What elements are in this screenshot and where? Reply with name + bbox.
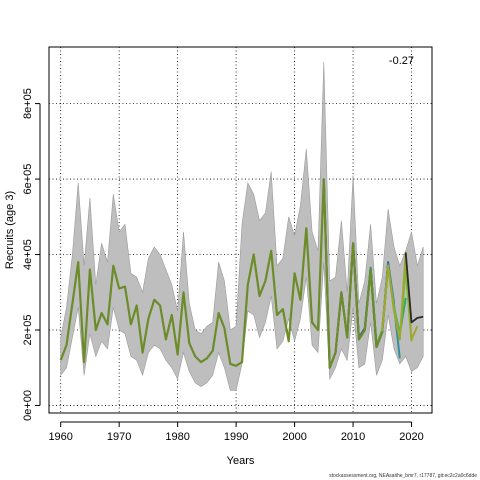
y-tick-label: 6e+05 (22, 164, 34, 195)
uncertainty-band (60, 62, 424, 391)
main-estimate-line (59, 178, 384, 369)
x-tick-label: 1970 (107, 431, 131, 443)
y-axis-title: Recruits (age 3) (4, 191, 16, 269)
y-tick-label: 4e+05 (22, 239, 34, 270)
retro-peel-line-6 (381, 251, 419, 341)
confidence-band (60, 62, 424, 391)
axes: 1960 1970 1980 1990 2000 2010 2020 0e+00 2e+05 4e… (22, 88, 424, 443)
series-lines (59, 178, 424, 369)
x-tick-label: 1980 (165, 431, 189, 443)
recent-estimate-line (404, 252, 424, 324)
y-tick-label: 2e+05 (22, 315, 34, 346)
y-tick-label: 8e+05 (22, 88, 34, 119)
x-tick-label: 2000 (282, 431, 306, 443)
x-tick-label: 1990 (224, 431, 248, 443)
x-tick-label: 2020 (399, 431, 423, 443)
y-tick-label: 0e+00 (22, 390, 34, 421)
x-tick-label: 1960 (48, 431, 72, 443)
correlation-annotation: -0.27 (389, 55, 414, 67)
x-tick-label: 2010 (341, 431, 365, 443)
x-axis-title: Years (227, 455, 255, 467)
source-footnote: stockassessment.org, NEAsaithe_bmr7, r17… (329, 473, 477, 479)
plot-frame (48, 46, 433, 414)
